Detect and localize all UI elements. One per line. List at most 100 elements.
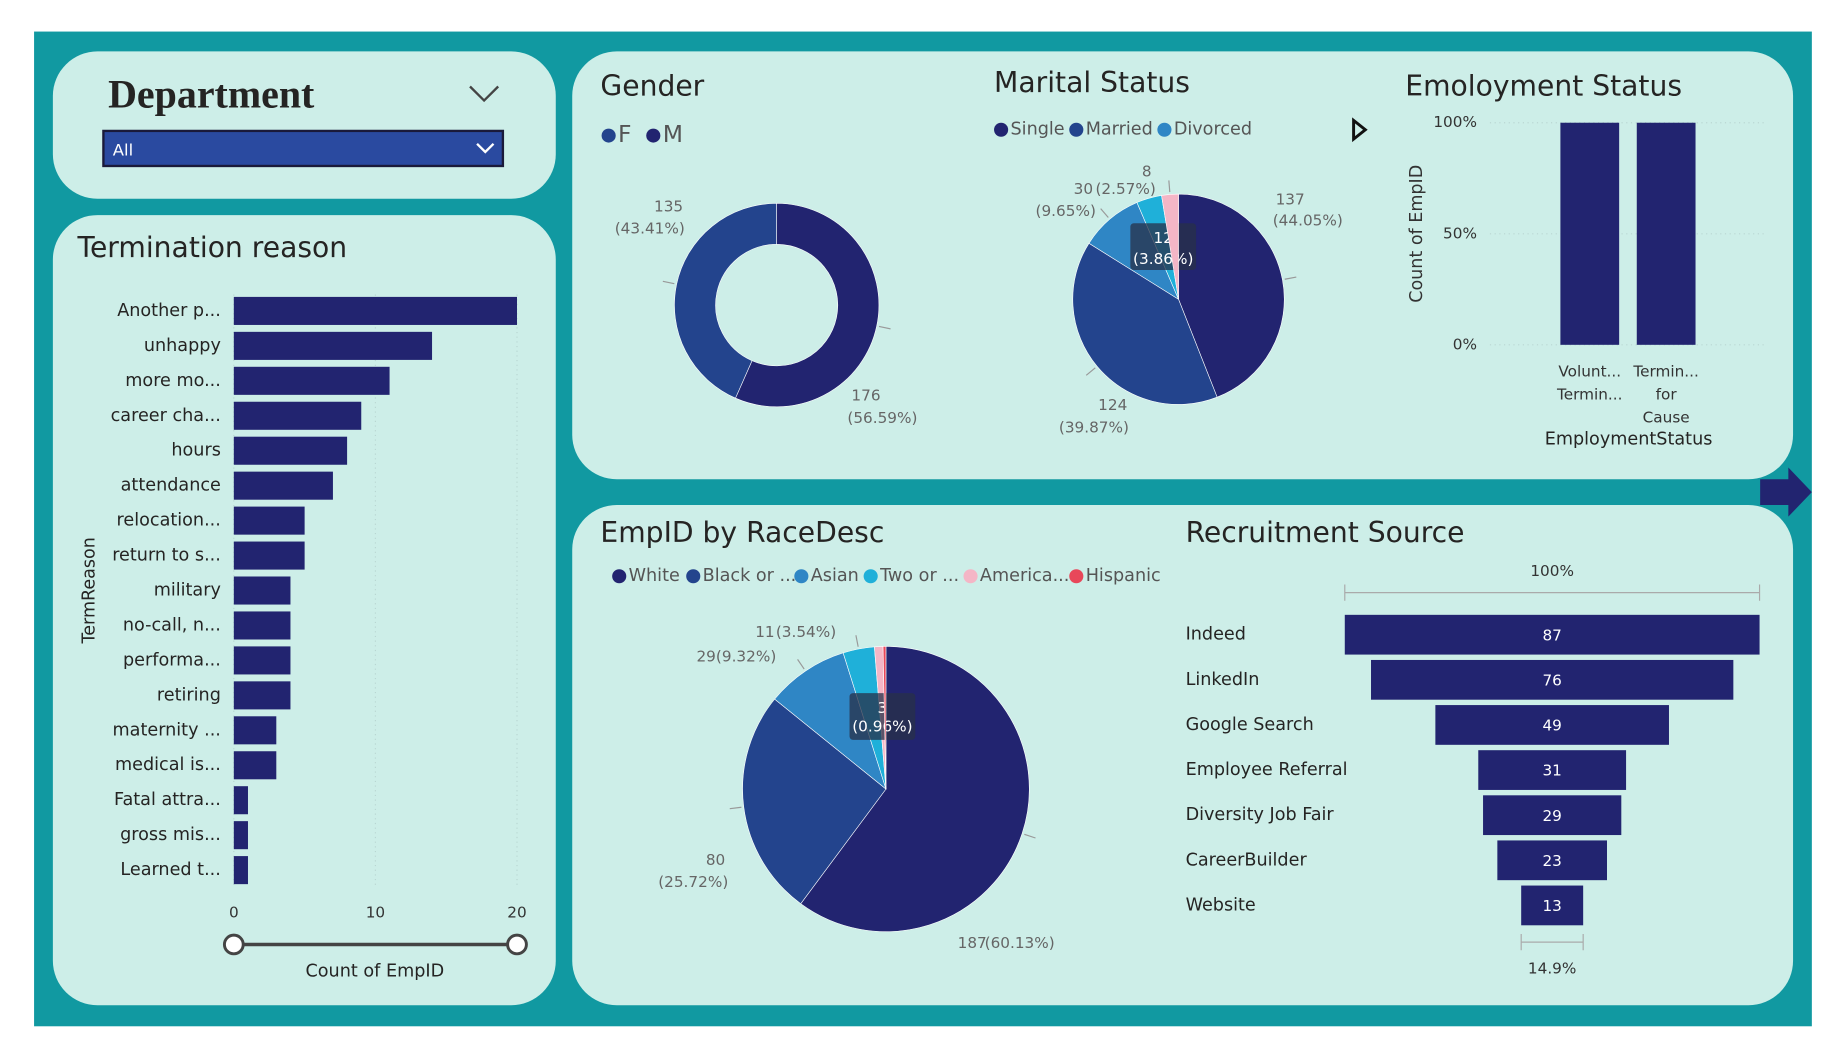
bar bbox=[233, 856, 248, 885]
x-tick-label: 0 bbox=[229, 903, 239, 921]
pie-slice bbox=[774, 652, 887, 790]
pie-slice bbox=[800, 646, 1030, 932]
legend-label: F bbox=[618, 120, 632, 148]
funnel-bar bbox=[1371, 659, 1734, 700]
chart-title: Emoloyment Status bbox=[1405, 70, 1682, 103]
chart-title: Marital Status bbox=[994, 66, 1190, 99]
funnel-bar bbox=[1478, 750, 1627, 790]
y-tick-label: hours bbox=[171, 441, 221, 461]
funnel-bottom-label: 14.9% bbox=[1528, 960, 1576, 978]
leader-line bbox=[662, 280, 675, 285]
percent-label: (9.32%) bbox=[716, 647, 776, 665]
data-label: 29 bbox=[696, 647, 715, 665]
y-tick-label: 100% bbox=[1433, 113, 1477, 131]
data-label: 137 bbox=[1276, 190, 1305, 208]
dropdown-icon[interactable] bbox=[476, 142, 495, 154]
pie-slice bbox=[1072, 242, 1218, 405]
legend-marker bbox=[1069, 122, 1084, 137]
bar bbox=[233, 541, 305, 570]
percent-label: (44.05%) bbox=[1273, 211, 1343, 229]
y-tick-label: unhappy bbox=[144, 336, 221, 356]
bar bbox=[1560, 122, 1620, 345]
slider-handle[interactable] bbox=[506, 933, 528, 956]
pie-slice bbox=[735, 203, 880, 408]
legend-label: M bbox=[663, 120, 683, 148]
play-icon[interactable] bbox=[1352, 117, 1368, 143]
leader-line bbox=[1085, 367, 1096, 376]
bar bbox=[233, 436, 348, 465]
legend-label: Asian bbox=[811, 566, 859, 586]
y-tick-label: military bbox=[154, 581, 221, 601]
data-label: 176 bbox=[851, 387, 880, 405]
percent-label: (9.65%) bbox=[1036, 202, 1096, 220]
percent-label: (0.96%) bbox=[852, 718, 912, 736]
bracket bbox=[1344, 584, 1761, 601]
percent-label: (43.41%) bbox=[615, 220, 685, 238]
y-tick-label: more mo... bbox=[125, 371, 221, 391]
leader-line bbox=[855, 635, 859, 647]
x-tick-label: Volunt... Termin... bbox=[1556, 362, 1622, 403]
panel bbox=[52, 215, 556, 1006]
percent-label: (2.57%) bbox=[1095, 180, 1155, 198]
y-tick-label: retiring bbox=[157, 685, 221, 705]
y-tick-label: medical is... bbox=[115, 755, 221, 775]
y-tick-label: return to s... bbox=[112, 546, 221, 566]
legend-marker bbox=[794, 569, 809, 584]
chart-title: EmpID by RaceDesc bbox=[600, 516, 884, 549]
slicer-dropdown[interactable] bbox=[102, 129, 505, 168]
legend-marker bbox=[686, 569, 701, 584]
y-tick-label: 50% bbox=[1443, 224, 1477, 242]
legend-label: Black or ... bbox=[703, 566, 797, 586]
leader-line bbox=[1100, 208, 1109, 218]
y-tick-label: Learned t... bbox=[120, 860, 221, 880]
x-tick-label: Termin... for Cause bbox=[1632, 362, 1698, 426]
bracket bbox=[1520, 933, 1584, 951]
bar bbox=[233, 401, 362, 430]
bar bbox=[233, 716, 277, 745]
nav-arrow[interactable] bbox=[1760, 467, 1812, 517]
data-label: 124 bbox=[1098, 396, 1127, 414]
funnel-bar bbox=[1521, 885, 1584, 926]
chart-title: Recruitment Source bbox=[1186, 516, 1465, 549]
bar bbox=[233, 471, 333, 500]
funnel-bar bbox=[1435, 705, 1669, 745]
legend-label: America... bbox=[980, 566, 1069, 586]
percent-label: (25.72%) bbox=[658, 873, 728, 891]
pie-slice bbox=[1178, 193, 1285, 398]
y-tick-label: relocation... bbox=[117, 511, 221, 531]
chart-title: Termination reason bbox=[77, 231, 348, 264]
leader-line bbox=[1284, 276, 1297, 280]
funnel-bar bbox=[1344, 614, 1760, 655]
category-label: LinkedIn bbox=[1186, 670, 1260, 690]
bar bbox=[233, 576, 291, 605]
funnel-top-label: 100% bbox=[1530, 562, 1574, 580]
bar bbox=[233, 611, 291, 640]
funnel-bar bbox=[1483, 795, 1622, 836]
legend-marker bbox=[1157, 122, 1172, 137]
y-tick-label: attendance bbox=[121, 476, 221, 496]
legend-marker bbox=[994, 122, 1009, 137]
slicer-collapse[interactable] bbox=[469, 85, 500, 103]
data-label: 49 bbox=[1542, 717, 1561, 735]
pie-slice bbox=[742, 698, 887, 905]
y-tick-label: career cha... bbox=[111, 406, 221, 426]
pie-slice bbox=[674, 203, 777, 399]
bar bbox=[233, 821, 248, 850]
slider-handle[interactable] bbox=[222, 933, 245, 956]
data-label: 87 bbox=[1542, 626, 1561, 644]
data-label: 13 bbox=[1542, 897, 1561, 915]
x-tick-label: 20 bbox=[507, 903, 526, 921]
legend-label: Single bbox=[1011, 120, 1065, 140]
bar bbox=[233, 681, 291, 710]
legend-label: White bbox=[629, 566, 680, 586]
bar bbox=[233, 751, 277, 780]
legend-marker bbox=[963, 569, 978, 584]
x-axis-label: Count of EmpID bbox=[305, 961, 444, 981]
tooltip-box bbox=[1130, 223, 1197, 271]
bar bbox=[233, 366, 390, 395]
y-tick-label: maternity ... bbox=[113, 720, 221, 740]
leader-line bbox=[1024, 833, 1036, 839]
tooltip-box bbox=[849, 693, 916, 740]
y-tick-label: Fatal attra... bbox=[114, 790, 221, 810]
